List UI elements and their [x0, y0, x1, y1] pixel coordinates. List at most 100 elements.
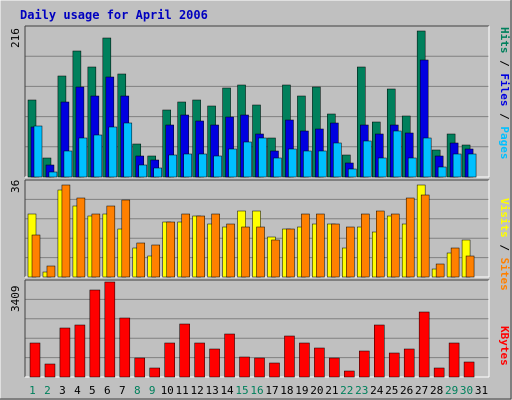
- bar-sites-day-13: [211, 213, 220, 278]
- chart-panels: [24, 25, 490, 378]
- bar-pages-day-17: [273, 157, 282, 178]
- bar-kbytes-day-24: [374, 324, 385, 378]
- bar-pages-day-22: [348, 168, 357, 178]
- bar-sites-day-23: [361, 213, 370, 278]
- bar-sites-day-18: [286, 228, 295, 278]
- bar-kbytes-day-10: [164, 342, 175, 378]
- bar-kbytes-day-17: [269, 362, 280, 378]
- day-label-15: 15: [235, 384, 248, 397]
- day-label-13: 13: [205, 384, 218, 397]
- bar-pages-day-11: [183, 153, 192, 178]
- bar-pages-day-7: [123, 122, 133, 178]
- bar-kbytes-day-5: [89, 289, 101, 378]
- bar-kbytes-day-19: [299, 342, 310, 378]
- bar-kbytes-day-23: [359, 350, 370, 378]
- bar-kbytes-day-22: [344, 370, 355, 378]
- day-label-21: 21: [325, 384, 338, 397]
- panel-visits: [24, 179, 490, 278]
- bar-kbytes-day-29: [448, 342, 460, 378]
- bar-sites-day-21: [331, 223, 340, 278]
- day-label-6: 6: [104, 384, 111, 397]
- day-label-14: 14: [220, 384, 234, 397]
- bar-pages-day-14: [228, 148, 237, 178]
- bar-sites-day-27: [420, 194, 430, 278]
- day-label-12: 12: [191, 384, 204, 397]
- day-label-26: 26: [400, 384, 413, 397]
- bar-pages-day-28: [437, 166, 447, 178]
- bar-kbytes-day-14: [224, 333, 235, 378]
- bar-pages-day-15: [243, 141, 252, 178]
- bar-pages-day-19: [303, 150, 312, 178]
- day-label-24: 24: [370, 384, 384, 397]
- bar-sites-day-24: [376, 210, 385, 278]
- legend-sites-visits: Visits / Sites: [498, 198, 511, 291]
- bar-sites-day-28: [435, 263, 445, 278]
- bar-sites-day-22: [346, 226, 355, 278]
- bar-pages-day-13: [213, 155, 222, 178]
- bar-kbytes-day-6: [104, 281, 116, 378]
- legend-files: Files: [498, 73, 511, 106]
- bar-kbytes-day-26: [403, 348, 415, 378]
- bar-kbytes-day-11: [179, 323, 190, 378]
- day-label-10: 10: [161, 384, 174, 397]
- legend-pages: Pages: [498, 126, 511, 159]
- panel-hits: [24, 25, 490, 178]
- day-label-18: 18: [280, 384, 293, 397]
- legend-sep-2: /: [498, 107, 511, 127]
- bar-kbytes-day-13: [209, 348, 220, 378]
- bar-kbytes-day-28: [433, 367, 445, 378]
- bar-sites-day-17: [271, 239, 280, 278]
- bar-kbytes-day-2: [44, 363, 56, 378]
- bar-pages-day-21: [333, 142, 342, 178]
- panel-kbytes: [24, 279, 490, 378]
- legend-sites: Sites: [498, 258, 511, 291]
- bar-sites-day-12: [196, 215, 205, 278]
- chart-title: Daily usage for April 2006: [20, 8, 208, 22]
- day-label-16: 16: [250, 384, 263, 397]
- bar-kbytes-day-4: [74, 324, 86, 378]
- bar-sites-day-16: [256, 226, 265, 278]
- bar-sites-day-7: [121, 199, 131, 278]
- day-label-5: 5: [89, 384, 96, 397]
- bar-pages-day-4: [78, 137, 88, 178]
- bar-sites-day-5: [91, 213, 101, 278]
- bar-sites-day-2: [46, 265, 56, 278]
- bar-pages-day-2: [48, 171, 58, 178]
- bar-pages-day-18: [288, 148, 297, 178]
- bar-kbytes-day-27: [418, 311, 430, 378]
- bar-kbytes-day-30: [463, 361, 475, 378]
- day-label-29: 29: [445, 384, 458, 397]
- axis-max-hits: 216: [9, 28, 22, 48]
- bar-sites-day-25: [390, 213, 400, 278]
- day-label-8: 8: [134, 384, 141, 397]
- bar-kbytes-day-9: [149, 367, 160, 378]
- bar-sites-day-29: [450, 247, 460, 278]
- legend-hits: Hits: [498, 27, 511, 54]
- day-label-17: 17: [265, 384, 278, 397]
- bar-kbytes-day-12: [194, 342, 205, 378]
- day-label-30: 30: [460, 384, 473, 397]
- bar-sites-day-26: [405, 197, 415, 278]
- bar-kbytes-day-7: [119, 317, 131, 378]
- bar-pages-day-16: [258, 137, 267, 178]
- bar-kbytes-day-25: [388, 352, 400, 378]
- bar-pages-day-24: [378, 157, 387, 178]
- day-label-20: 20: [310, 384, 323, 397]
- bar-sites-day-30: [465, 255, 475, 278]
- axis-max-visits: 36: [9, 180, 22, 193]
- bar-pages-day-26: [407, 157, 417, 178]
- axis-max-kbytes: 3409: [9, 286, 22, 313]
- legend-pages-files-hits: Hits / Files / Pages: [498, 27, 511, 160]
- bar-sites-day-1: [31, 234, 41, 278]
- bar-pages-day-25: [392, 130, 402, 178]
- day-label-23: 23: [355, 384, 368, 397]
- legend-kbytes: KBytes: [498, 326, 511, 366]
- bar-sites-day-9: [151, 244, 160, 278]
- day-label-1: 1: [29, 384, 36, 397]
- day-label-11: 11: [176, 384, 189, 397]
- bar-pages-day-8: [138, 164, 148, 178]
- day-label-25: 25: [385, 384, 398, 397]
- bar-sites-day-6: [106, 205, 116, 278]
